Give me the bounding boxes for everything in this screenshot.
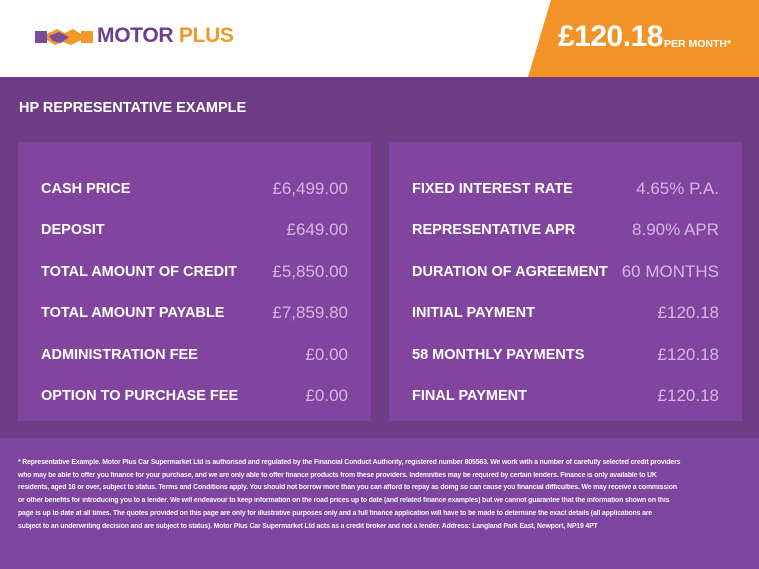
finance-value: £6,499.00 [272, 178, 348, 198]
finance-panel-left: CASH PRICE £6,499.00 DEPOSIT £649.00 TOTAL A… [18, 142, 371, 421]
finance-value: £0.00 [305, 344, 348, 364]
finance-label: FINAL PAYMENT [412, 388, 527, 405]
logo-brand-motor: MOTOR [97, 24, 174, 47]
disclaimer-line: subject to an underwriting decision and … [18, 522, 598, 530]
finance-label: DURATION OF AGREEMENT [412, 263, 608, 280]
disclaimer-line: * Representative Example. Motor Plus Car… [18, 459, 681, 466]
logo[interactable]: MOTOR PLUS [35, 24, 234, 48]
finance-label: INITIAL PAYMENT [412, 305, 535, 322]
finance-value: £649.00 [286, 220, 348, 240]
finance-value: 4.65% P.A. [636, 178, 719, 198]
finance-value: £120.18 [657, 386, 719, 406]
finance-row: OPTION TO PURCHASE FEE £0.00 [41, 376, 348, 418]
finance-row: ADMINISTRATION FEE £0.00 [41, 334, 348, 376]
finance-label: TOTAL AMOUNT PAYABLE [41, 305, 225, 322]
finance-label: DEPOSIT [41, 222, 105, 239]
finance-row: DURATION OF AGREEMENT 60 MONTHS [412, 251, 719, 293]
finance-panel-right: FIXED INTEREST RATE 4.65% P.A. REPRESENTAT… [389, 142, 742, 421]
finance-row: CASH PRICE £6,499.00 [41, 168, 348, 210]
disclaimer-line: page is up to date at all times. The quo… [18, 509, 652, 517]
finance-row: TOTAL AMOUNT PAYABLE £7,859.80 [41, 293, 348, 335]
finance-value: £0.00 [305, 386, 348, 406]
finance-label: REPRESENTATIVE APR [412, 222, 576, 239]
section-title: HP REPRESENTATIVE EXAMPLE [19, 100, 247, 116]
finance-value: 60 MONTHS [621, 261, 719, 281]
finance-label: 58 MONTHLY PAYMENTS [412, 346, 585, 363]
finance-label: FIXED INTEREST RATE [412, 180, 573, 197]
finance-value: £120.18 [657, 303, 719, 323]
finance-label: ADMINISTRATION FEE [41, 346, 198, 363]
disclaimer-line: or other benefits for introducing you to… [18, 497, 670, 505]
disclaimer-line: residents, aged 18 or over, subject to s… [18, 484, 677, 492]
finance-value: £5,850.00 [272, 261, 348, 281]
disclaimer: * Representative Example. Motor Plus Car… [0, 438, 759, 569]
finance-row: REPRESENTATIVE APR 8.90% APR [412, 210, 719, 252]
finance-label: TOTAL AMOUNT OF CREDIT [41, 263, 238, 280]
finance-row: TOTAL AMOUNT OF CREDIT £5,850.00 [41, 251, 348, 293]
handshake-logo-icon [35, 29, 93, 45]
finance-row: 58 MONTHLY PAYMENTS £120.18 [412, 334, 719, 376]
finance-value: 8.90% APR [632, 220, 719, 240]
finance-value: £7,859.80 [272, 303, 348, 323]
finance-label: OPTION TO PURCHASE FEE [41, 388, 239, 405]
finance-label: CASH PRICE [41, 180, 131, 197]
disclaimer-line: who may be able to offer you finance for… [18, 471, 657, 479]
monthly-price-banner: £120.18 PER MONTH* [528, 0, 759, 77]
logo-brand-plus: PLUS [178, 24, 234, 47]
finance-row: FIXED INTEREST RATE 4.65% P.A. [412, 168, 719, 210]
finance-row: FINAL PAYMENT £120.18 [412, 376, 719, 418]
finance-value: £120.18 [657, 344, 719, 364]
monthly-price: £120.18 [558, 20, 663, 53]
header: MOTOR PLUS £120.18 PER MONTH* [0, 0, 759, 77]
finance-row: INITIAL PAYMENT £120.18 [412, 293, 719, 335]
per-month-label: PER MONTH* [664, 38, 732, 50]
finance-row: DEPOSIT £649.00 [41, 210, 348, 252]
